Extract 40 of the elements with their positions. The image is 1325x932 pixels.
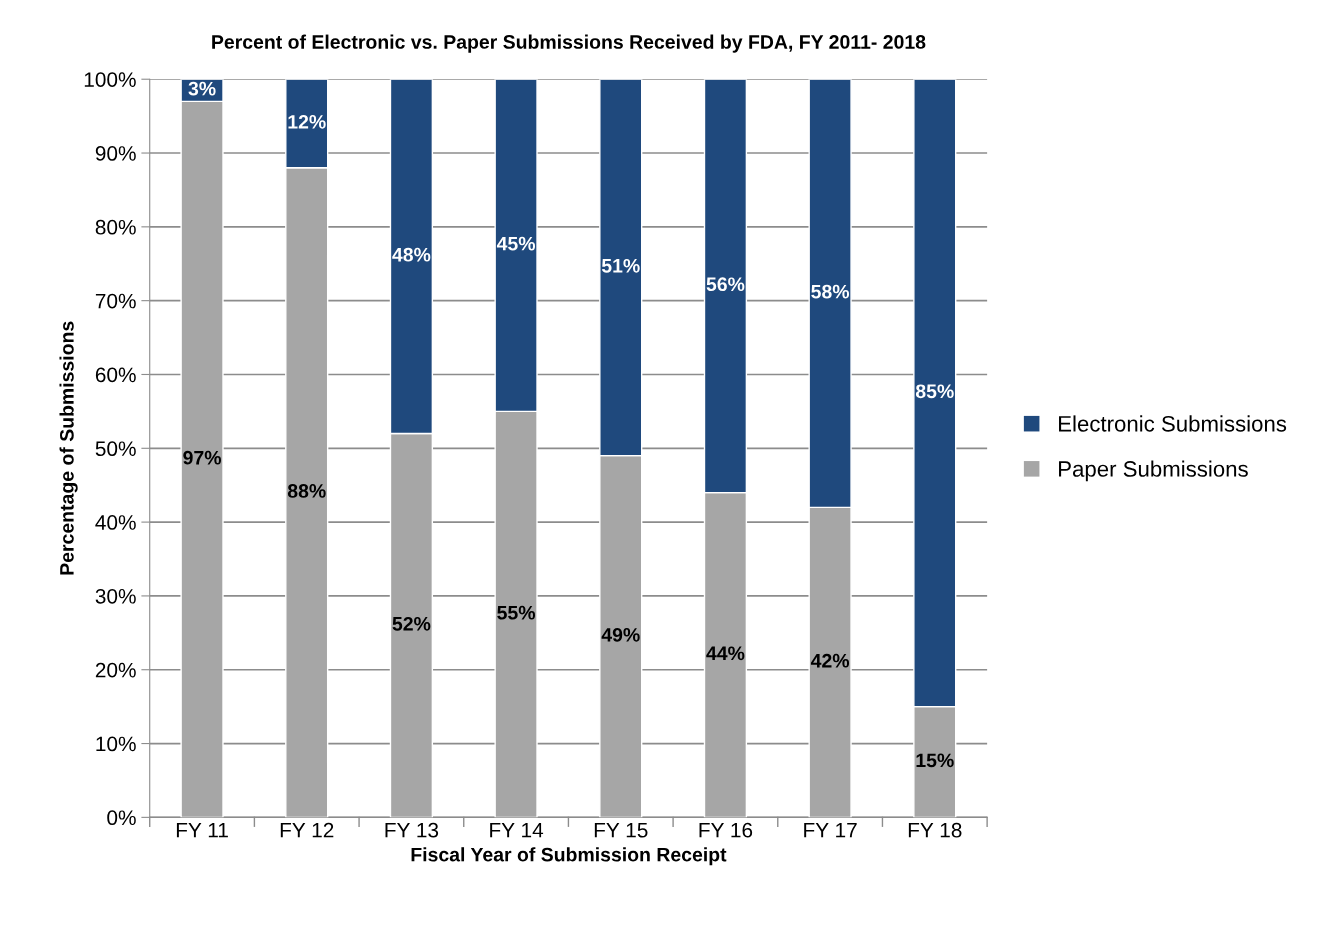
legend-label: Electronic Submissions	[1059, 415, 1287, 432]
data-label: 97%	[183, 450, 222, 465]
data-label: 12%	[288, 114, 326, 129]
y-tick-label: 60%	[95, 367, 136, 383]
y-tick-label: 40%	[95, 515, 136, 530]
y-tick-label: 50%	[95, 441, 136, 457]
y-tick-label: 90%	[95, 146, 136, 161]
data-label: 48%	[392, 247, 431, 262]
data-label: 42%	[810, 653, 850, 668]
data-label: 56%	[706, 277, 745, 292]
y-tick-label: 10%	[96, 736, 136, 752]
x-tick-label: FY 14	[490, 822, 544, 838]
y-tick-label: 20%	[95, 662, 136, 678]
data-label: 3%	[188, 81, 216, 96]
x-tick-label: FY 11	[176, 822, 228, 838]
y-tick-label: 80%	[95, 219, 136, 235]
data-label: 88%	[287, 484, 326, 498]
legend-label: Paper Submissions	[1059, 460, 1248, 482]
chart-title: Percent of Electronic vs. Paper Submissions Received by FDA, FY 2011- 2018	[212, 34, 926, 53]
y-tick-label: 100%	[84, 72, 136, 87]
data-label: 85%	[915, 384, 954, 399]
data-label: 58%	[811, 284, 850, 299]
data-label: 49%	[601, 627, 640, 642]
data-label: 15%	[916, 753, 954, 768]
data-label: 44%	[706, 646, 745, 661]
x-tick-label: FY 12	[280, 822, 334, 838]
x-tick-label: FY 18	[908, 822, 962, 838]
y-axis-title: Percentage of Submissions	[59, 321, 78, 575]
data-label: 51%	[601, 258, 640, 273]
y-tick-label: 0%	[107, 810, 136, 826]
data-label: 52%	[392, 616, 431, 631]
x-tick-label: FY 15	[594, 822, 648, 838]
x-tick-label: FY 16	[699, 822, 753, 838]
data-label: 55%	[497, 605, 536, 620]
y-tick-label: 30%	[95, 588, 136, 604]
y-tick-label: 70%	[95, 293, 136, 309]
x-tick-label: FY 17	[804, 822, 857, 838]
data-label: 45%	[496, 236, 536, 251]
x-axis-title: Fiscal Year of Submission Receipt	[411, 847, 727, 866]
x-tick-label: FY 13	[385, 822, 439, 838]
